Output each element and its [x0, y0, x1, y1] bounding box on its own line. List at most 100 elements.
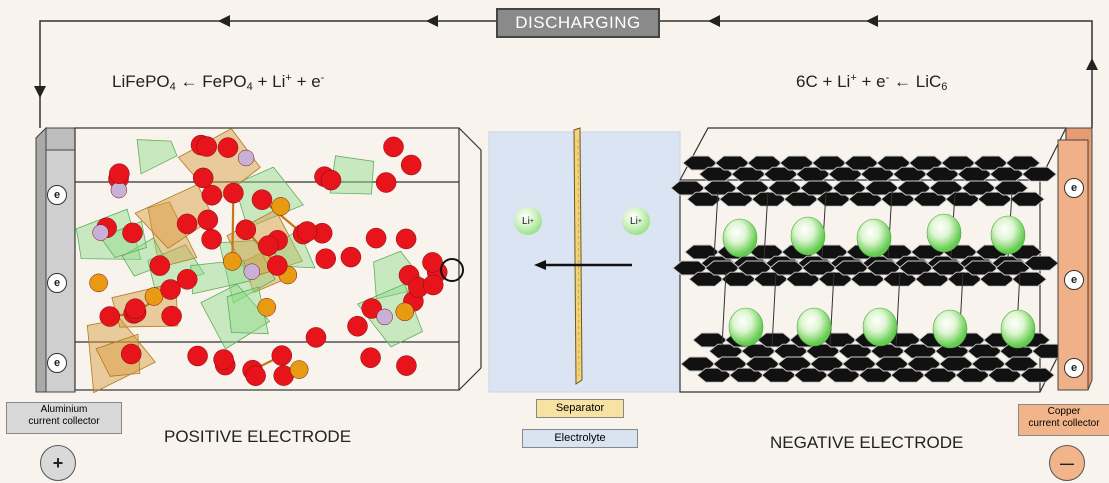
separator-tag: Separator: [536, 399, 624, 418]
oxygen-atom: [187, 345, 208, 367]
li-ion-charge: +: [637, 217, 642, 225]
oxygen-atom: [422, 252, 443, 273]
iron-atom: [89, 273, 108, 293]
interlayer-line: [829, 271, 835, 347]
intercalated-li-ion: [862, 307, 898, 347]
oxygen-atom: [176, 269, 198, 290]
positive-reaction-equation: LiFePO4 ← FePO4 + Li+ + e-: [112, 72, 324, 93]
oxygen-atom: [161, 305, 182, 327]
iron-atom: [289, 360, 309, 379]
eq-pos-d: + e: [296, 72, 321, 91]
oxygen-atom: [120, 343, 142, 365]
oxygen-atom: [395, 228, 417, 250]
oxygen-atom: [347, 315, 368, 337]
interlayer-line: [763, 191, 769, 259]
aluminium-collector-tag: Aluminium current collector: [6, 402, 122, 434]
oxygen-atom: [315, 248, 336, 269]
oxygen-atom: [258, 235, 279, 256]
graphene-hexagon: [993, 180, 1029, 196]
eq-pos-c-sup: +: [285, 72, 292, 84]
wire-arrowheads: [34, 15, 1098, 98]
oxygen-atom: [267, 255, 288, 276]
oxygen-atom: [271, 345, 293, 366]
oxygen-atom: [217, 137, 239, 158]
oxygen-atom: [99, 306, 121, 327]
eq-pos-c: + Li: [257, 72, 286, 91]
coordination-polyhedron: [329, 155, 375, 195]
intercalated-li-ion: [856, 218, 892, 258]
li-ion-symbol: Li: [522, 215, 530, 227]
graphene-hexagon: [1009, 191, 1046, 207]
intercalated-li-ion: [1000, 309, 1036, 349]
oxygen-atom: [400, 154, 422, 176]
positive-electrode-caption: POSITIVE ELECTRODE: [164, 427, 352, 446]
electrolyte-region: [488, 131, 681, 393]
circuit-wire: [39, 20, 1093, 128]
copper-collector-tag: Copper current collector: [1018, 404, 1109, 436]
copper-current-collector-plate: [1057, 127, 1093, 391]
oxygen-atom: [122, 222, 143, 244]
negative-terminal: —: [1049, 445, 1085, 481]
intercalated-li-ion: [932, 309, 968, 349]
graphene-hexagon: [1019, 367, 1056, 383]
lithium-site-atom: [376, 308, 393, 326]
graphene-hexagon: [1003, 356, 1039, 372]
interlayer-line: [821, 191, 827, 259]
oxygen-atom: [125, 298, 146, 319]
oxygen-atom: [383, 136, 404, 158]
oxygen-atom: [320, 169, 342, 191]
eq-neg-a-sup: +: [850, 72, 857, 84]
oxygen-atom: [245, 365, 266, 386]
oxygen-atom: [109, 163, 130, 184]
graphene-hexagon: [1005, 155, 1041, 171]
oxygen-atom: [375, 172, 397, 193]
oxygen-atom: [223, 182, 244, 204]
electron-marker: e: [47, 273, 67, 293]
negative-reaction-equation: 6C + Li+ + e- ← LiC6: [796, 72, 947, 93]
lithium-site-atom: [110, 181, 128, 199]
eq-neg-a: 6C + Li: [796, 72, 851, 91]
electron-marker: e: [1064, 270, 1084, 290]
interlayer-line: [721, 271, 727, 347]
lithium-site-atom: [92, 224, 109, 241]
oxygen-atom: [360, 347, 381, 368]
aluminium-collector-line2: current collector: [28, 415, 100, 427]
electron-marker: e: [1064, 358, 1084, 378]
ion-migration-arrow: [534, 260, 632, 270]
interlayer-line: [895, 271, 901, 347]
intercalated-li-ion: [926, 213, 962, 253]
electron-marker: e: [1064, 178, 1084, 198]
graphene-hexagon: [1021, 166, 1058, 182]
electrolyte-tag: Electrolyte: [522, 429, 638, 448]
eq-pos-b-sub: 4: [246, 81, 253, 93]
oxygen-atom: [396, 355, 417, 376]
oxygen-atom: [160, 279, 181, 300]
atomic-bond: [231, 193, 235, 262]
oxygen-atom: [176, 213, 198, 235]
interlayer-line: [771, 271, 777, 347]
eq-neg-c: LiC: [915, 72, 942, 91]
coordination-polyhedron: [136, 139, 178, 175]
oxygen-atom: [196, 136, 217, 157]
eq-pos-arrow: ←: [180, 72, 198, 91]
li-ion-left: Li +: [514, 207, 542, 235]
electron-marker: e: [47, 185, 67, 205]
iron-atom: [271, 197, 290, 216]
intercalated-li-ion: [728, 307, 764, 347]
discharging-banner: DISCHARGING: [496, 8, 660, 38]
intercalated-li-ion: [990, 215, 1026, 255]
electron-marker: e: [47, 353, 67, 373]
oxygen-atom: [197, 209, 219, 231]
graphite-layers: [670, 155, 1068, 383]
eq-pos-a: LiFePO: [112, 72, 170, 91]
lithium-site-atom: [237, 149, 255, 167]
intercalated-li-ion: [796, 307, 832, 347]
oxygen-atom: [251, 189, 273, 210]
aluminium-collector-line1: Aluminium: [40, 404, 88, 415]
eq-neg-c-sub: 6: [941, 81, 948, 93]
lifepo4-crystal-structure: [75, 128, 464, 394]
eq-neg-arrow: ←: [894, 72, 912, 91]
coordination-polyhedron: [200, 283, 271, 350]
